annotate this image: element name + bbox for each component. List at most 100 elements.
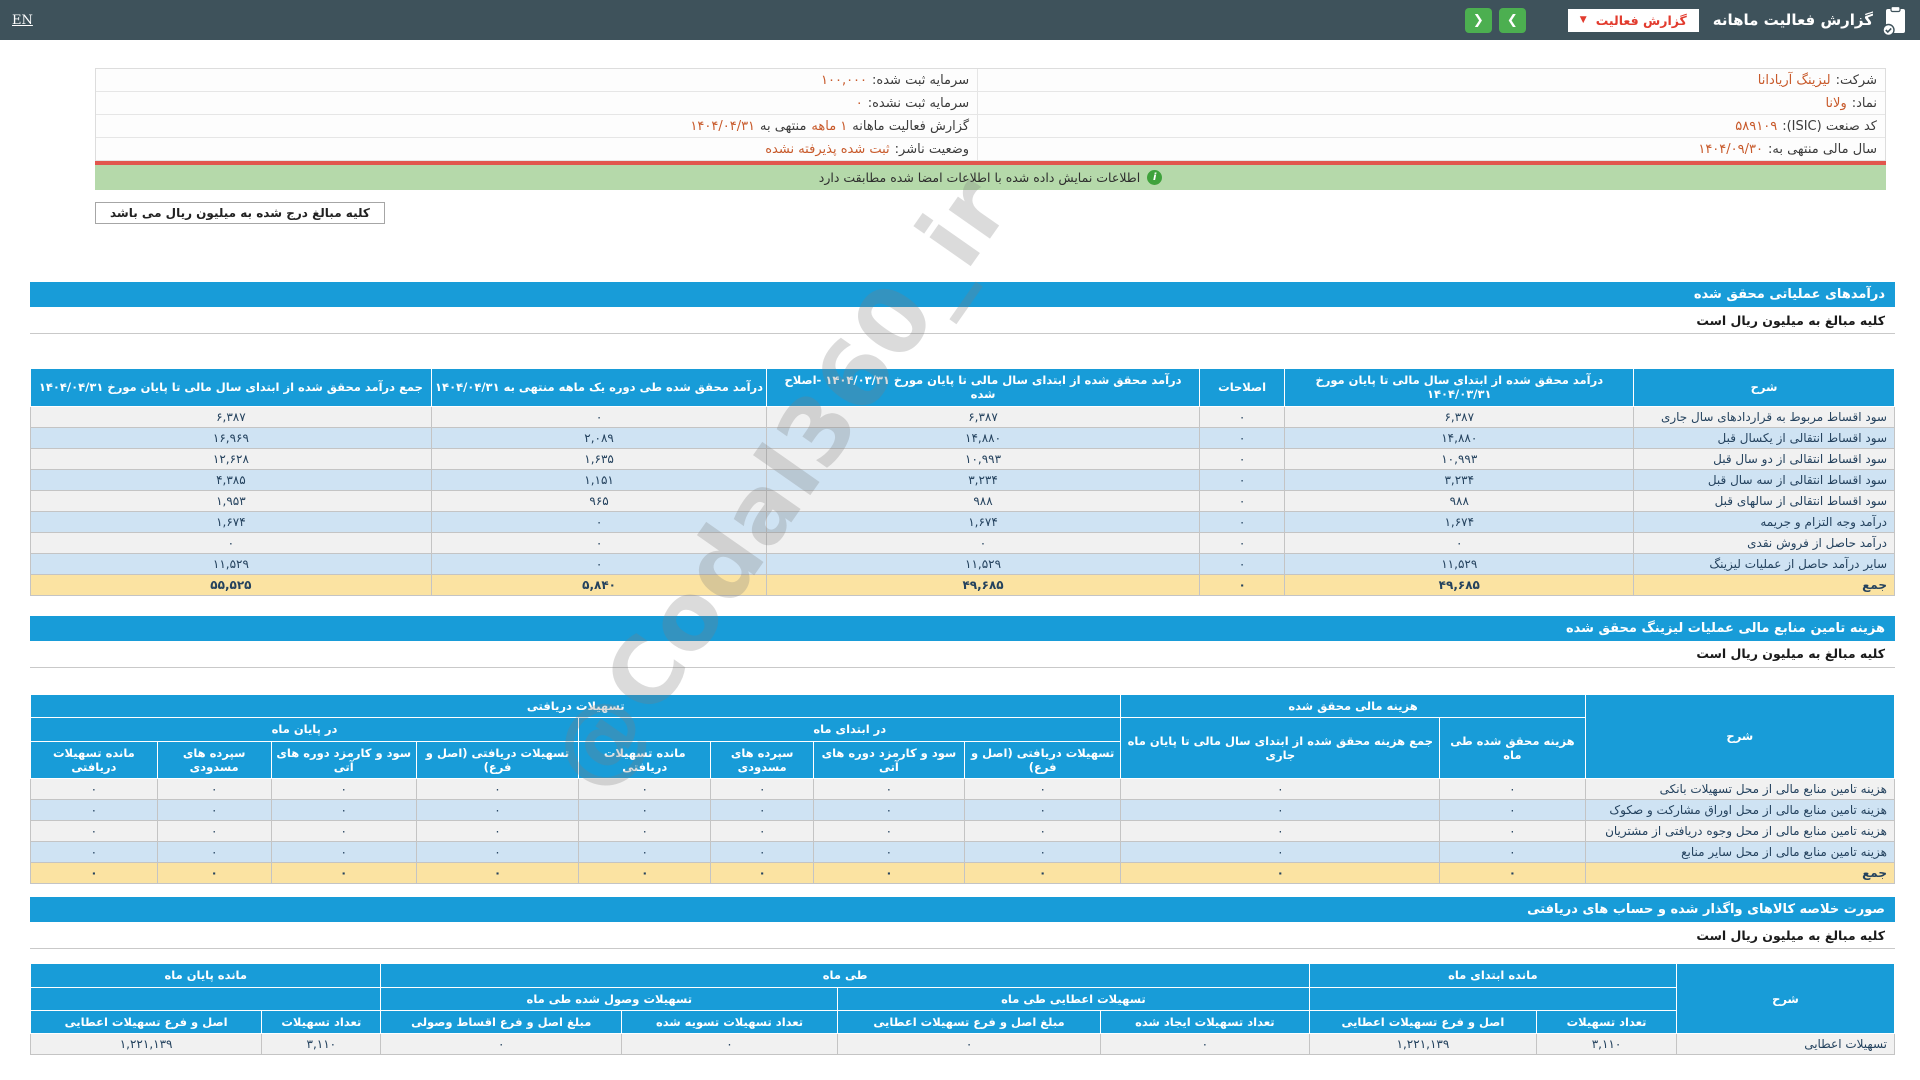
isic-value: ۵۸۹۱۰۹	[1735, 118, 1778, 134]
value-cell: ۱۱,۵۲۹	[766, 552, 1200, 575]
value-cell: ۰	[415, 862, 580, 885]
table-row: درآمد وجه التزام و جریمه ۱,۶۷۴ ۰ ۱,۶۷۴ ۰ ۱,۶۷…	[30, 510, 1895, 533]
signature-match-text: اطلاعات نمایش داده شده با اطلاعات امضا ش…	[818, 170, 1141, 185]
value-cell: ۰	[380, 1033, 622, 1056]
row-label-cell: سایر درآمد حاصل از عملیات لیزینگ	[1633, 552, 1895, 575]
value-cell: ۱۱,۵۲۹	[30, 552, 432, 575]
value-cell: ۰	[578, 778, 712, 801]
value-cell: ۴,۳۸۵	[30, 468, 432, 491]
col-settled-count: تعداد تسهیلات تسویه شده	[620, 1009, 839, 1035]
goods-receivables-table: شرح مانده ابتدای ماه طی ماه مانده پایان …	[29, 963, 1896, 1056]
col-begin-principal: تسهیلات دریافتی (اصل و فرع)	[963, 740, 1122, 780]
value-cell: ۶,۳۸۷	[30, 405, 432, 428]
symbol-value: ولانا	[1825, 95, 1847, 111]
table-row: سود اقساط انتقالی از دو سال قبل ۱۰,۹۹۳ ۰ ۱۰…	[30, 447, 1895, 470]
value-cell: ۵۵,۵۲۵	[30, 573, 432, 596]
col-desc: شرح	[1633, 368, 1895, 407]
value-cell: ۳,۲۳۴	[766, 468, 1200, 491]
value-cell: ۰	[156, 778, 272, 801]
value-cell: ۰	[270, 820, 417, 843]
company-value: لیزینگ آریادانا	[1757, 72, 1831, 88]
row-label-cell: درآمد حاصل از فروش نقدی	[1633, 531, 1895, 554]
value-cell: ۰	[963, 841, 1122, 864]
value-cell: ۰	[812, 799, 965, 822]
financing-costs-table: شرح هزینه مالی محقق شده تسهیلات دریافتی …	[29, 693, 1896, 885]
value-cell: ۰	[578, 862, 712, 885]
row-label-cell: تسهیلات اعطایی	[1675, 1033, 1896, 1056]
row-label-cell: سود اقساط انتقالی از سه سال قبل	[1633, 468, 1895, 491]
value-cell: ۰	[1099, 1033, 1310, 1056]
value-cell: ۰	[620, 1033, 839, 1056]
page-title: گزارش فعالیت ماهانه	[1712, 11, 1873, 29]
value-cell: ۰	[1198, 510, 1286, 533]
report-period-label: گزارش فعالیت ماهانه	[852, 118, 970, 134]
value-cell: ۰	[1120, 778, 1441, 801]
col-end-count: تعداد تسهیلات	[261, 1009, 382, 1035]
value-cell: ۰	[1439, 778, 1586, 801]
fiscal-year-value: ۱۴۰۴/۰۹/۳۰	[1698, 141, 1763, 157]
fiscal-year-label: سال مالی منتهی به:	[1767, 141, 1877, 157]
value-cell: ۰	[1198, 405, 1286, 428]
value-cell: ۰	[415, 820, 580, 843]
value-cell: ۴۹,۶۸۵	[1284, 573, 1635, 596]
unit-note-wrap: کلیه مبالغ درج شده به میلیون ریال می باش…	[95, 202, 1886, 224]
value-cell: ۰	[30, 799, 158, 822]
value-cell: ۵,۸۴۰	[430, 573, 768, 596]
value-cell: ۰	[578, 820, 712, 843]
group-financial-cost: هزینه مالی محقق شده	[1120, 693, 1586, 719]
value-cell: ۰	[30, 531, 432, 554]
value-cell: ۴۹,۶۸۵	[766, 573, 1200, 596]
value-cell: ۱۰,۹۹۳	[1284, 447, 1635, 470]
language-toggle-link[interactable]: EN	[12, 12, 33, 28]
group-end-balance: مانده پایان ماه	[29, 963, 382, 988]
report-type-dropdown[interactable]: گزارش فعالیت ▼	[1567, 8, 1699, 32]
value-cell: ۰	[1120, 820, 1441, 843]
value-cell: ۰	[1120, 841, 1441, 864]
signature-match-notice: i اطلاعات نمایش داده شده با اطلاعات امضا…	[95, 165, 1886, 190]
value-cell: ۰	[812, 820, 965, 843]
section-goods-receivables-header: صورت خلاصه کالاهای واگذار شده و حساب های…	[30, 897, 1895, 923]
value-cell: ۰	[1439, 820, 1586, 843]
operating-revenues-table: شرح درآمد محقق شده از ابتدای سال مالی تا…	[30, 368, 1895, 596]
group-end-of-month: در پایان ماه	[29, 717, 580, 742]
table-row: سود اقساط انتقالی از سالهای قبل ۹۸۸ ۰ ۹۸۸ ۹۶…	[30, 489, 1895, 512]
value-cell: ۱,۲۲۱,۱۳۹	[1308, 1033, 1538, 1056]
value-cell: ۰	[430, 531, 768, 554]
row-label-cell: سود اقساط انتقالی از سالهای قبل	[1633, 489, 1895, 512]
prev-report-button[interactable]: ❮	[1464, 7, 1492, 33]
col-end-principal: اصل و فرع تسهیلات اعطایی	[29, 1009, 263, 1035]
table-row: جمع ۰ ۰ ۰ ۰ ۰ ۰ ۰ ۰ ۰ ۰	[30, 862, 1896, 885]
section2-unit-note: کلیه مبالغ به میلیون ریال است	[30, 640, 1895, 668]
value-cell: ۰	[963, 778, 1122, 801]
value-cell: ۱۴,۸۸۰	[1284, 426, 1635, 449]
row-label-cell: هزینه تامین منابع مالی از محل اوراق مشار…	[1584, 799, 1896, 822]
table-row: هزینه تامین منابع مالی از محل وجوه دریاف…	[30, 820, 1896, 843]
sub-collected-during-month: تسهیلات وصول شده طی ماه	[380, 986, 839, 1012]
table-row: سود اقساط انتقالی از یکسال قبل ۱۴,۸۸۰ ۰ ۱۴,…	[30, 426, 1895, 449]
value-cell: ۰	[270, 841, 417, 864]
company-info-table: شرکت: لیزینگ آریادانا سرمایه ثبت شده: ۱۰…	[95, 68, 1886, 161]
symbol-label: نماد:	[1851, 95, 1877, 111]
report-period-date: ۱۴۰۴/۰۴/۳۱	[690, 118, 756, 134]
col-end-facilities-balance: مانده تسهیلات دریافتی	[30, 740, 158, 780]
col-begin-future-fees: سود و کارمزد دوره های آتی	[812, 740, 965, 780]
value-cell: ۲,۰۸۹	[430, 426, 768, 449]
red-divider	[95, 161, 1886, 165]
value-cell: ۰	[415, 799, 580, 822]
info-row-company: شرکت: لیزینگ آریادانا سرمایه ثبت شده: ۱۰…	[96, 69, 1885, 92]
value-cell: ۰	[430, 552, 768, 575]
unregistered-capital-value: ۰	[855, 95, 863, 111]
row-label-cell: هزینه تامین منابع مالی از محل وجوه دریاف…	[1584, 820, 1896, 843]
value-cell: ۰	[963, 799, 1122, 822]
registered-capital-value: ۱۰۰,۰۰۰	[821, 72, 868, 88]
value-cell: ۰	[30, 862, 158, 885]
next-report-button[interactable]: ❯	[1498, 7, 1526, 33]
value-cell: ۱۲,۶۲۸	[30, 447, 432, 470]
value-cell: ۰	[578, 799, 712, 822]
value-cell: ۰	[156, 799, 272, 822]
value-cell: ۰	[710, 862, 814, 885]
col-granted-amount: مبلغ اصل و فرع تسهیلات اعطایی	[837, 1009, 1101, 1035]
value-cell: ۰	[270, 799, 417, 822]
row-label-cell: هزینه تامین منابع مالی از محل سایر منابع	[1584, 841, 1896, 864]
registered-capital-label: سرمایه ثبت شده:	[872, 72, 970, 88]
